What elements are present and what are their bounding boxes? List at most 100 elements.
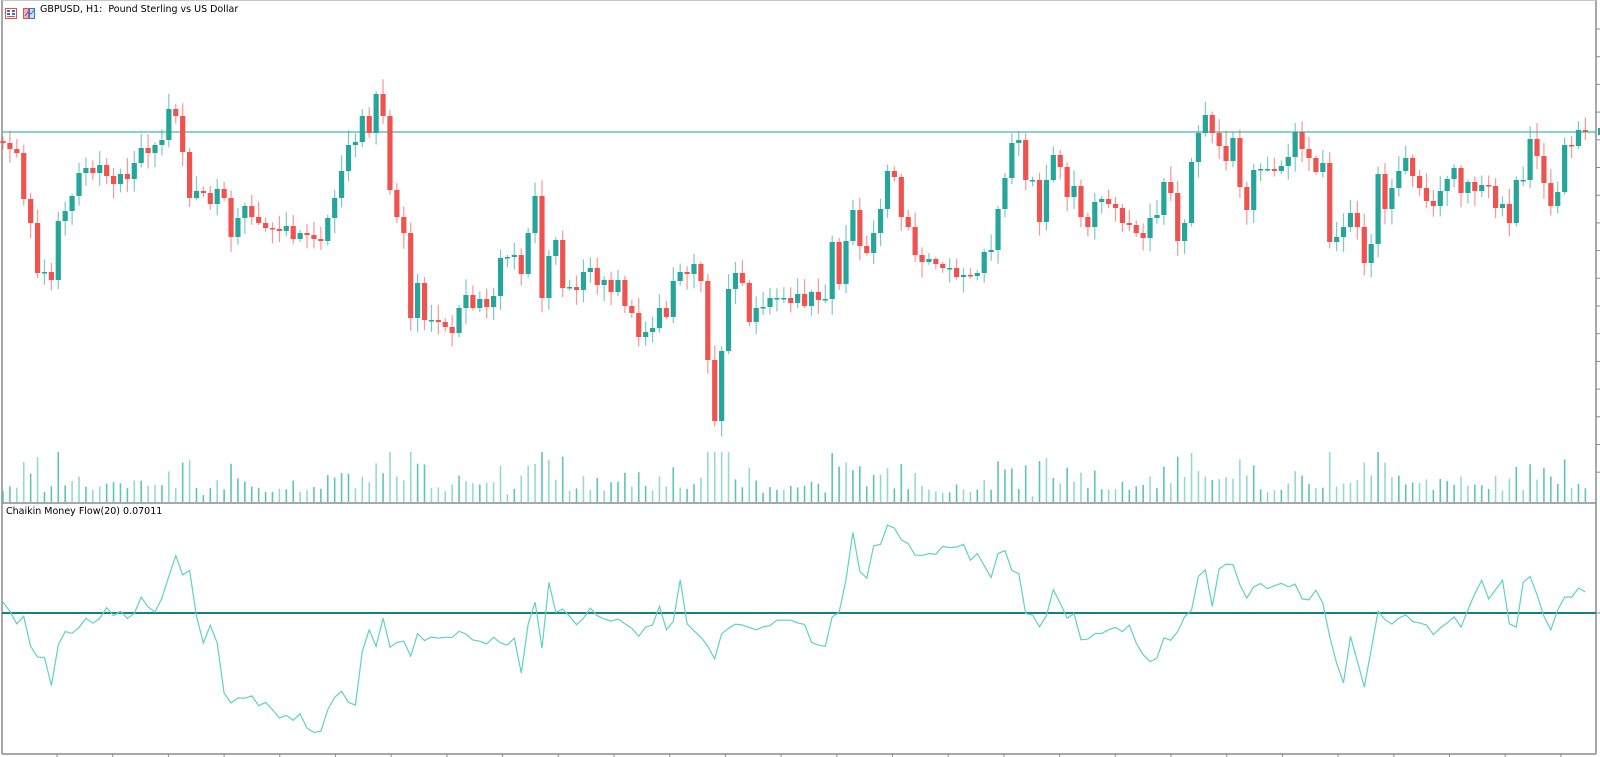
candle-bear[interactable] xyxy=(1492,186,1499,208)
candle-bear[interactable] xyxy=(663,308,669,317)
candle-bull[interactable] xyxy=(691,264,697,274)
candle-bear[interactable] xyxy=(290,226,296,239)
candle-bull[interactable] xyxy=(138,148,144,163)
candle-bear[interactable] xyxy=(1486,185,1492,187)
candle-bull[interactable] xyxy=(643,332,649,337)
candle-bear[interactable] xyxy=(636,313,642,337)
candle-bull[interactable] xyxy=(297,233,303,239)
candle-bear[interactable] xyxy=(1430,201,1436,206)
candle-bull[interactable] xyxy=(1451,168,1457,179)
candle-bear[interactable] xyxy=(1036,180,1043,222)
candle-bear[interactable] xyxy=(200,191,206,193)
candle-bear[interactable] xyxy=(560,240,566,288)
candle-bull[interactable] xyxy=(242,206,248,218)
candle-bear[interactable] xyxy=(1112,204,1119,208)
candle-bear[interactable] xyxy=(1354,213,1360,227)
candle-bull[interactable] xyxy=(76,173,82,196)
candle-bull[interactable] xyxy=(553,240,559,256)
candle-bear[interactable] xyxy=(421,283,428,320)
candle-bull[interactable] xyxy=(1437,191,1443,206)
candle-bear[interactable] xyxy=(1133,225,1139,233)
candle-bear[interactable] xyxy=(104,165,110,176)
candle-bear[interactable] xyxy=(539,196,545,298)
candle-bear[interactable] xyxy=(470,295,476,308)
candle-bull[interactable] xyxy=(1562,145,1568,192)
candle-bull[interactable] xyxy=(373,94,379,133)
candle-bear[interactable] xyxy=(1085,217,1091,227)
candle-bear[interactable] xyxy=(919,255,925,262)
candle-bear[interactable] xyxy=(14,149,20,153)
candle-bull[interactable] xyxy=(1479,185,1485,191)
candle-bull[interactable] xyxy=(850,210,856,241)
candle-bull[interactable] xyxy=(1444,179,1450,191)
candle-bear[interactable] xyxy=(1410,158,1416,176)
candle-bull[interactable] xyxy=(332,198,338,218)
candle-bear[interactable] xyxy=(967,275,973,277)
candle-bear[interactable] xyxy=(110,176,117,184)
candle-bear[interactable] xyxy=(380,94,386,116)
candle-bear[interactable] xyxy=(912,227,918,255)
candle-bull[interactable] xyxy=(1465,182,1471,193)
candle-bull[interactable] xyxy=(774,298,780,300)
candle-bull[interactable] xyxy=(235,218,241,237)
candle-bull[interactable] xyxy=(359,116,365,142)
candle-bear[interactable] xyxy=(387,116,393,190)
candle-bear[interactable] xyxy=(1078,186,1084,217)
candle-bear[interactable] xyxy=(34,223,41,273)
candle-bear[interactable] xyxy=(933,259,939,264)
candle-bear[interactable] xyxy=(1313,158,1319,172)
candle-bull[interactable] xyxy=(1029,180,1036,182)
candle-bull[interactable] xyxy=(456,308,462,333)
candle-bull[interactable] xyxy=(567,287,573,289)
candle-bull[interactable] xyxy=(1527,139,1533,180)
candle-bull[interactable] xyxy=(55,221,61,280)
candle-bear[interactable] xyxy=(1534,139,1540,156)
candle-bull[interactable] xyxy=(345,145,352,171)
candle-bear[interactable] xyxy=(857,210,863,246)
candle-bull[interactable] xyxy=(491,296,497,307)
candle-bear[interactable] xyxy=(746,283,752,322)
candle-bull[interactable] xyxy=(1555,192,1561,206)
candle-bull[interactable] xyxy=(1202,115,1208,133)
candle-bear[interactable] xyxy=(269,228,276,230)
candle-bear[interactable] xyxy=(366,116,372,133)
candle-bear[interactable] xyxy=(788,298,794,303)
candle-bear[interactable] xyxy=(145,148,151,153)
candle-bear[interactable] xyxy=(484,299,490,307)
candle-bull[interactable] xyxy=(843,241,849,284)
candle-bear[interactable] xyxy=(1126,223,1132,225)
candle-bull[interactable] xyxy=(1230,138,1236,161)
candle-bull[interactable] xyxy=(1154,215,1160,218)
candle-bear[interactable] xyxy=(228,198,234,237)
candle-bull[interactable] xyxy=(1520,180,1526,182)
candle-bear[interactable] xyxy=(1306,149,1312,158)
candle-bull[interactable] xyxy=(166,109,172,140)
candle-bear[interactable] xyxy=(207,193,213,204)
candle-bull[interactable] xyxy=(62,211,68,221)
candle-bull[interactable] xyxy=(988,250,994,252)
candle-bull[interactable] xyxy=(871,233,877,253)
candle-bear[interactable] xyxy=(1106,199,1112,204)
candle-bear[interactable] xyxy=(394,190,400,217)
candle-bull[interactable] xyxy=(1092,202,1098,227)
candle-bear[interactable] xyxy=(1064,167,1070,197)
candle-bear[interactable] xyxy=(7,143,13,149)
candle-bear[interactable] xyxy=(608,280,614,292)
candle-bull[interactable] xyxy=(1285,157,1291,166)
candle-bear[interactable] xyxy=(311,235,317,239)
candle-bear[interactable] xyxy=(1175,193,1181,241)
candle-bull[interactable] xyxy=(477,299,483,308)
candle-bear[interactable] xyxy=(48,272,54,280)
candle-bear[interactable] xyxy=(1057,155,1063,167)
candle-bear[interactable] xyxy=(28,199,34,223)
candle-bull[interactable] xyxy=(69,196,75,211)
candle-bear[interactable] xyxy=(953,268,960,277)
candle-bull[interactable] xyxy=(670,281,676,317)
candle-bear[interactable] xyxy=(1361,227,1367,263)
candle-bear[interactable] xyxy=(891,171,897,177)
candle-bull[interactable] xyxy=(497,258,504,296)
chart-window-icon[interactable] xyxy=(5,4,17,19)
candle-bear[interactable] xyxy=(573,287,580,290)
candle-bull[interactable] xyxy=(974,273,980,276)
candle-bear[interactable] xyxy=(1119,208,1126,223)
